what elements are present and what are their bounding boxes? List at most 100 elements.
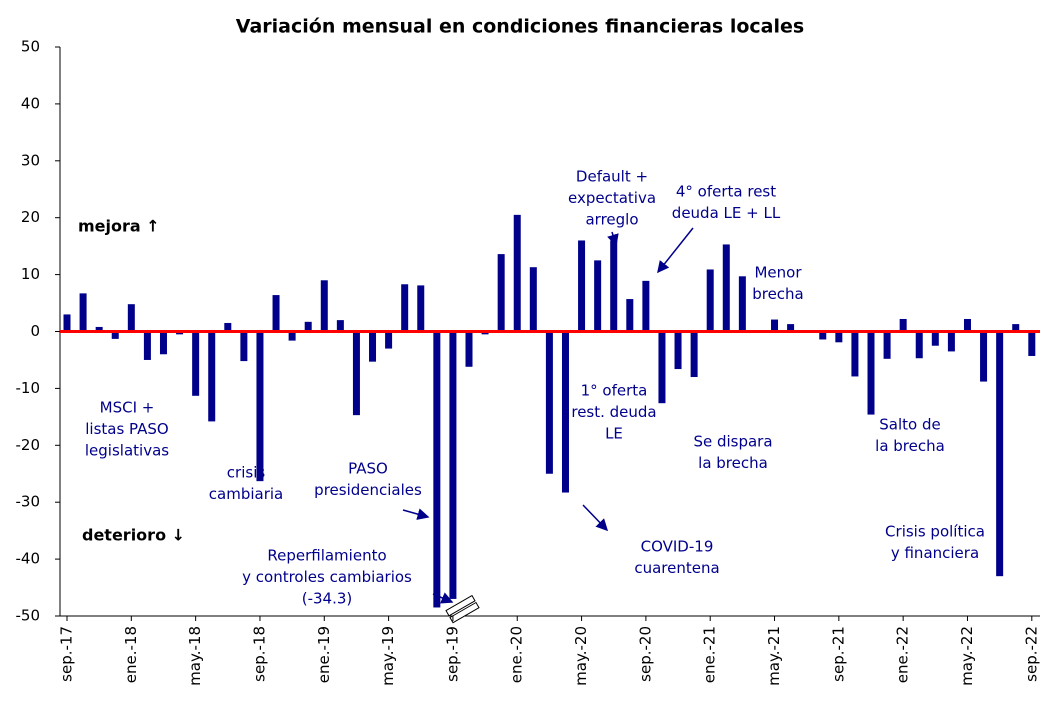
bar xyxy=(561,331,569,493)
y-tick-label: 10 xyxy=(21,265,40,283)
bar xyxy=(963,318,971,332)
bar xyxy=(578,240,586,332)
bar xyxy=(996,331,1004,577)
bar xyxy=(626,299,634,332)
x-tick-label: sep.-21 xyxy=(829,626,847,682)
x-tick-label: sep.-20 xyxy=(636,626,654,682)
bar xyxy=(706,269,714,332)
bar xyxy=(819,331,827,340)
axis-break xyxy=(445,594,480,624)
x-tick-label: may.-20 xyxy=(572,626,590,686)
bar xyxy=(1028,331,1036,356)
bar xyxy=(931,331,939,346)
annotation: y financiera xyxy=(891,544,979,562)
x-tick-label: sep.-22 xyxy=(1022,626,1040,682)
annotation: 4° oferta rest xyxy=(676,183,776,201)
bar xyxy=(240,331,248,362)
x-tick-label: may.-22 xyxy=(958,626,976,686)
x-tick-label: sep.-19 xyxy=(443,626,461,682)
annotation: cambiaria xyxy=(209,485,283,503)
bar xyxy=(529,267,537,332)
bar xyxy=(642,280,650,332)
x-tick-label: may.-18 xyxy=(186,626,204,686)
bar xyxy=(883,331,891,359)
bar xyxy=(417,285,425,332)
x-tick-label: ene.-19 xyxy=(315,626,333,683)
y-tick-label: -30 xyxy=(16,493,41,511)
chart-title: Variación mensual en condiciones financi… xyxy=(236,16,804,38)
annotation: deuda LE + LL xyxy=(672,204,781,222)
bar xyxy=(127,304,135,332)
annotation: rest. deuda xyxy=(571,403,656,421)
y-tick-label: 40 xyxy=(21,94,40,112)
x-tick-label: may.-21 xyxy=(765,626,783,686)
bar xyxy=(899,318,907,332)
bar xyxy=(256,331,264,482)
x-tick-label: may.-19 xyxy=(379,626,397,686)
bar xyxy=(224,322,232,332)
bar xyxy=(143,331,151,360)
annotation: cuarentena xyxy=(634,559,719,577)
annotation: expectativa xyxy=(568,189,656,207)
annotation: Salto de xyxy=(879,416,940,434)
bar xyxy=(867,331,875,415)
x-tick-label: sep.-17 xyxy=(58,626,76,682)
annotation: (-34.3) xyxy=(302,590,353,608)
x-tick-label: ene.-21 xyxy=(701,626,719,683)
bar xyxy=(980,331,988,382)
bar xyxy=(851,331,859,377)
annotation: arreglo xyxy=(585,211,638,229)
y-tick-label: 50 xyxy=(21,38,40,56)
bar xyxy=(1012,324,1020,332)
annotation: crisis xyxy=(227,464,266,482)
annotation: Default + xyxy=(576,168,648,186)
bar xyxy=(192,331,200,396)
y-tick-label: 30 xyxy=(21,151,40,169)
bar xyxy=(401,284,409,332)
annotation: PASO xyxy=(348,460,388,478)
bar xyxy=(208,331,216,422)
bar xyxy=(690,331,698,378)
annotation: LE xyxy=(605,425,623,443)
bar xyxy=(288,331,296,341)
bar xyxy=(111,331,119,339)
annotation: presidenciales xyxy=(314,481,422,499)
annotation: 1° oferta xyxy=(581,382,648,400)
side-label: deterioro ↓ xyxy=(82,526,185,545)
annotation: Crisis política xyxy=(885,523,985,541)
annotation: Reperfilamiento xyxy=(267,547,386,565)
bar xyxy=(79,293,87,332)
bar xyxy=(63,314,71,332)
y-tick-label: -20 xyxy=(16,436,41,454)
bar xyxy=(947,331,955,352)
bar xyxy=(658,331,666,404)
bar xyxy=(320,280,328,332)
bar xyxy=(610,240,618,332)
annotation: Se dispara xyxy=(693,433,772,451)
bar xyxy=(272,295,280,332)
bar xyxy=(835,331,843,343)
bar xyxy=(497,254,505,332)
bar xyxy=(95,326,103,332)
annotation: listas PASO xyxy=(85,420,168,438)
x-tick-label: sep.-18 xyxy=(250,626,268,682)
bar xyxy=(465,331,473,367)
y-tick-label: -50 xyxy=(16,607,41,625)
bar xyxy=(915,331,923,359)
bar xyxy=(304,321,312,332)
annotation: la brecha xyxy=(698,454,768,472)
y-tick-label: -10 xyxy=(16,379,41,397)
bar xyxy=(722,244,730,332)
annotation: COVID-19 xyxy=(641,538,714,556)
bar xyxy=(159,331,167,355)
y-tick-label: 0 xyxy=(30,322,40,340)
bar xyxy=(369,331,377,362)
bar xyxy=(352,331,360,416)
x-tick-label: ene.-22 xyxy=(894,626,912,683)
bar xyxy=(545,331,553,474)
y-tick-label: 20 xyxy=(21,208,40,226)
annotation: y controles cambiarios xyxy=(242,568,412,586)
bar xyxy=(787,324,795,332)
bar xyxy=(738,276,746,332)
